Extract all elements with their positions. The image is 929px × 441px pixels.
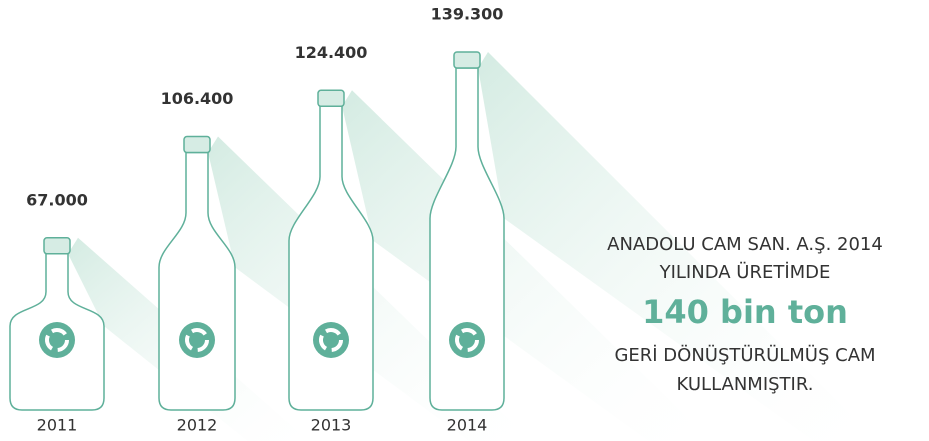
- recycle-arrow: [467, 339, 479, 352]
- bottle-shadow: [478, 52, 878, 441]
- highlight-text: 140 bin ton: [642, 293, 848, 331]
- recycle-arrow: [185, 334, 194, 351]
- value-label: 139.300: [431, 5, 504, 24]
- recycle-arrow: [51, 328, 67, 336]
- x-tick-label: 2012: [177, 416, 218, 435]
- annotation: GERİ DÖNÜŞTÜRÜLMÜŞ CAM: [614, 344, 875, 366]
- recycle-icon: [39, 322, 75, 358]
- annotation: YILINDA ÜRETİMDE: [659, 261, 831, 283]
- recycle-arrow: [325, 328, 341, 336]
- value-label: 106.400: [161, 89, 234, 108]
- annotation: ANADOLU CAM SAN. A.Ş. 2014: [607, 234, 883, 255]
- x-tick-label: 2014: [447, 416, 488, 435]
- annotation: KULLANMIŞTIR.: [677, 374, 814, 395]
- recycle-arrow: [319, 334, 328, 351]
- bottle-cap: [43, 237, 71, 255]
- recycle-icon: [179, 322, 215, 358]
- recycle-arrow: [455, 334, 464, 351]
- recycle-icon: [449, 322, 485, 358]
- x-tick-label: 2013: [311, 416, 352, 435]
- bottle-cap: [453, 51, 481, 69]
- bottle-cap: [317, 89, 345, 108]
- recycle-arrow: [57, 339, 69, 352]
- recycle-arrow: [461, 328, 477, 336]
- bottle: [158, 151, 236, 411]
- recycle-arrow: [197, 339, 209, 352]
- bottle-cap: [183, 135, 211, 154]
- recycle-arrow: [191, 328, 207, 336]
- value-label: 124.400: [295, 43, 368, 62]
- bottle: [429, 67, 505, 411]
- x-tick-label: 2011: [37, 416, 78, 435]
- bottle-shadow: [342, 90, 712, 441]
- bottle: [288, 105, 374, 411]
- value-label: 67.000: [26, 190, 88, 209]
- recycle-arrow: [331, 339, 343, 352]
- recycle-icon: [313, 322, 349, 358]
- recycle-arrow: [45, 334, 54, 351]
